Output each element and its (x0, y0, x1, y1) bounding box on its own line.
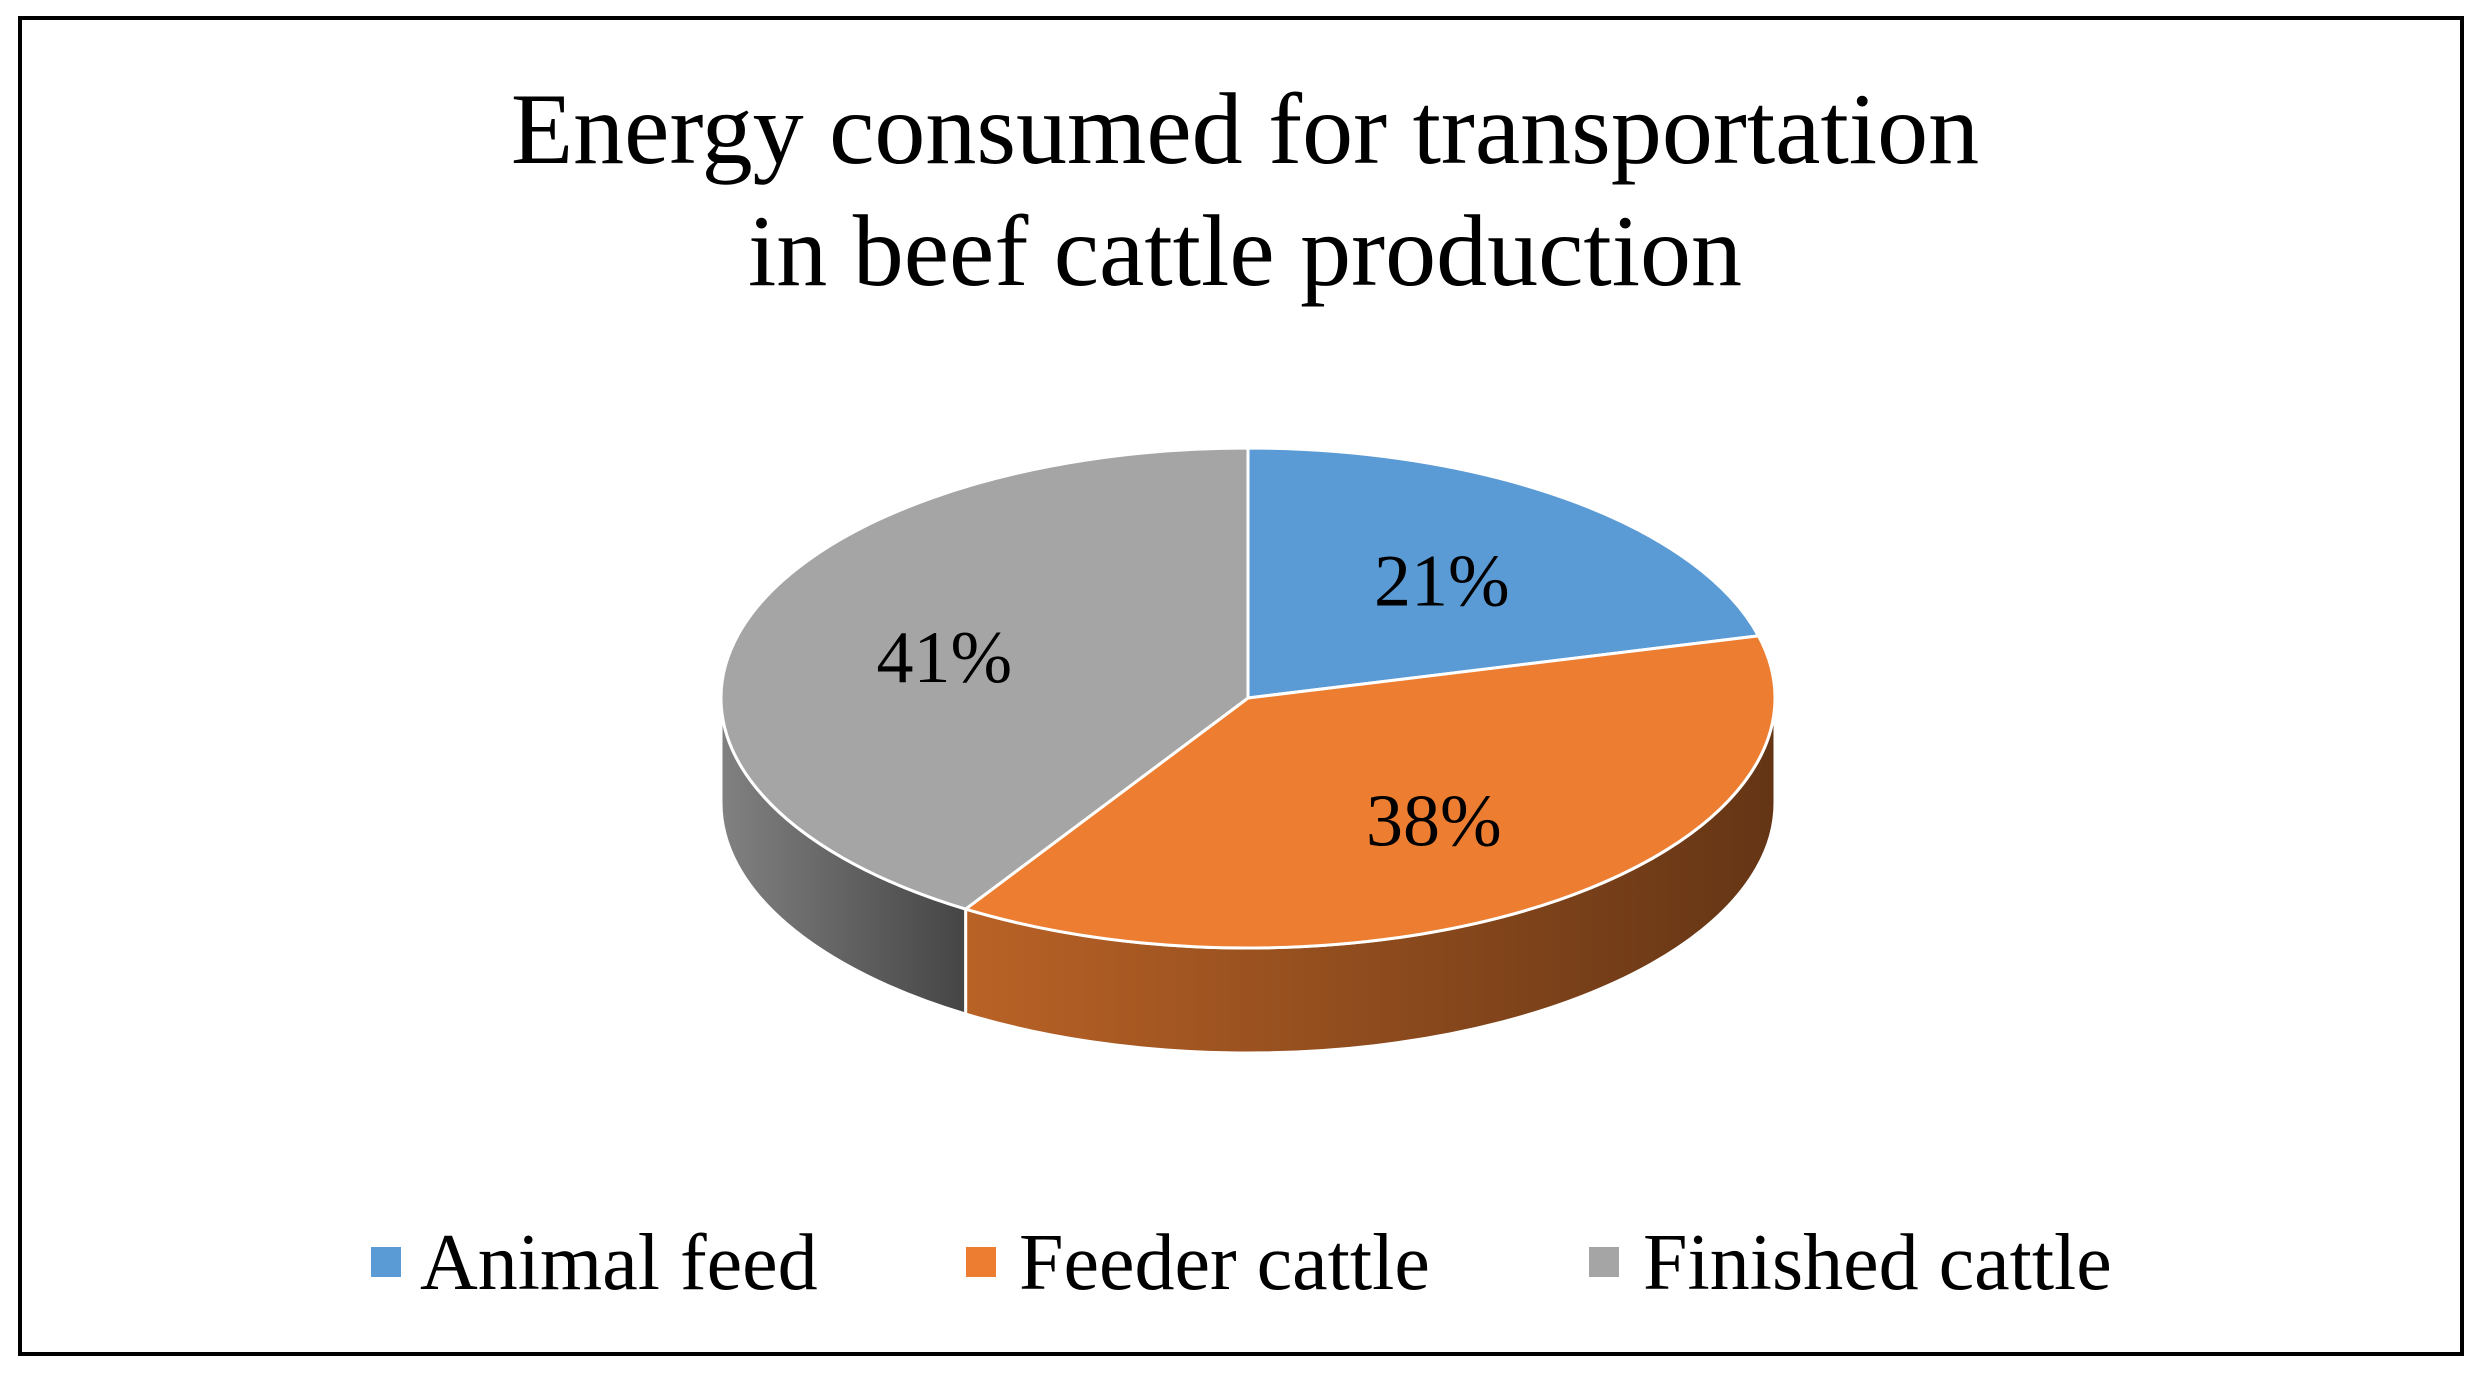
legend-label-3: Finished cattle (1643, 1219, 2112, 1307)
legend-item-1: Animal feed (371, 1219, 818, 1307)
pie-slice-1 (1246, 446, 1760, 700)
data-labels: 21% 38% 41% (877, 540, 1510, 862)
pie-slice-3 (719, 446, 1250, 911)
legend: Animal feed Feeder cattle Finished cattle (371, 1219, 2112, 1307)
legend-swatch-3 (1589, 1247, 1619, 1277)
legend-swatch-1 (371, 1247, 401, 1277)
legend-swatch-2 (966, 1247, 996, 1277)
pie-slices (719, 446, 1777, 950)
legend-item-2: Feeder cattle (966, 1219, 1430, 1307)
chart-title: Energy consumed for transportation in be… (511, 73, 1979, 308)
pie-slice-2 (964, 634, 1777, 950)
chart-title-line-1: Energy consumed for transportation (511, 73, 1979, 186)
data-label-1: 21% (1374, 540, 1510, 622)
data-label-3: 41% (877, 617, 1013, 699)
legend-item-3: Finished cattle (1589, 1219, 2112, 1307)
legend-label-1: Animal feed (420, 1219, 818, 1307)
chart-title-line-2: in beef cattle production (748, 195, 1742, 308)
data-label-2: 38% (1366, 780, 1502, 862)
legend-label-2: Feeder cattle (1019, 1219, 1430, 1307)
